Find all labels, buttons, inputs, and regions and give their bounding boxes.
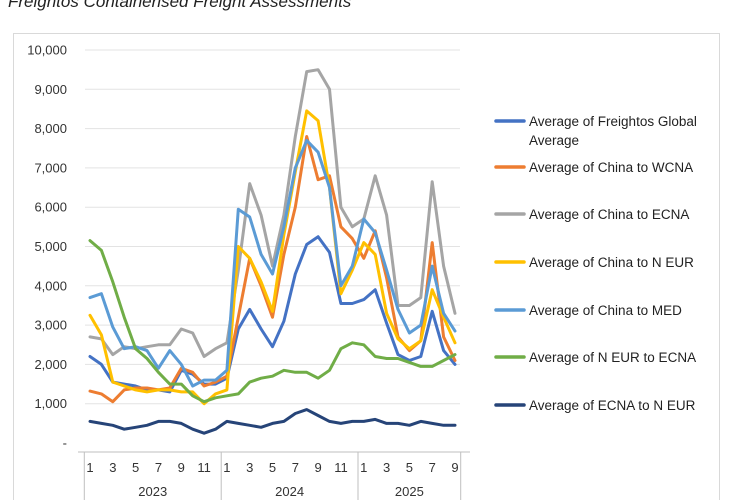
series-line-5 (88, 239, 457, 404)
x-tick-label: 11 (197, 460, 211, 475)
legend-label: Average of China to ECNA (529, 207, 689, 222)
y-tick-label: - (63, 436, 67, 451)
x-tick-label: 3 (246, 460, 253, 475)
x-tick-label: 1 (360, 460, 367, 475)
x-tick-label: 1 (223, 460, 230, 475)
y-tick-label: 9,000 (34, 82, 67, 97)
x-tick-label: 11 (334, 460, 348, 475)
x-tick-label: 7 (429, 460, 436, 475)
series-line-6 (88, 408, 457, 435)
x-tick-label: 7 (292, 460, 299, 475)
x-tick-label: 3 (383, 460, 390, 475)
y-tick-label: 10,000 (27, 43, 67, 58)
x-tick-label: 1 (86, 460, 93, 475)
gridlines (85, 49, 460, 405)
legend-label: Average of China to WCNA (529, 160, 693, 175)
legend: Average of Freightos Global Average Averag… (494, 114, 697, 413)
series-line-2 (88, 68, 457, 358)
legend-label: Average of ECNA to N EUR (529, 398, 696, 413)
x-tick-label: 5 (406, 460, 413, 475)
legend-label: Average of China to MED (529, 303, 682, 318)
x-tick-label: 5 (132, 460, 139, 475)
y-tick-label: 1,000 (34, 396, 67, 411)
x-tick-label: 9 (451, 460, 458, 475)
y-tick-label: 2,000 (34, 357, 67, 372)
x-tick-label: 5 (269, 460, 276, 475)
y-axis-tick-labels: - 1,000 2,000 3,000 4,000 5,000 6,000 7,000 8,00… (27, 43, 67, 451)
legend-label: Average of N EUR to ECNA (529, 350, 696, 365)
legend-label: Average of Freightos Global Average (529, 114, 697, 148)
y-tick-label: 5,000 (34, 239, 67, 254)
series-line-1 (88, 135, 457, 404)
y-tick-label: 6,000 (34, 200, 67, 215)
legend-label: Average of China to N EUR (529, 255, 694, 270)
year-label: 2024 (275, 484, 304, 499)
series-line-4 (88, 138, 457, 388)
y-tick-label: 7,000 (34, 160, 67, 175)
series-line-3 (88, 109, 457, 406)
year-label: 2023 (138, 484, 167, 499)
year-label: 2025 (395, 484, 424, 499)
series-lines (88, 68, 457, 435)
x-tick-label: 3 (109, 460, 116, 475)
x-tick-label: 9 (178, 460, 185, 475)
x-tick-label: 9 (315, 460, 322, 475)
chart-frame (13, 33, 720, 500)
x-tick-label: 7 (155, 460, 162, 475)
page-title: Freightos Containerised Freight Assessme… (8, 0, 352, 11)
y-tick-label: 8,000 (34, 121, 67, 136)
y-tick-label: 4,000 (34, 278, 67, 293)
y-tick-label: 3,000 (34, 318, 67, 333)
